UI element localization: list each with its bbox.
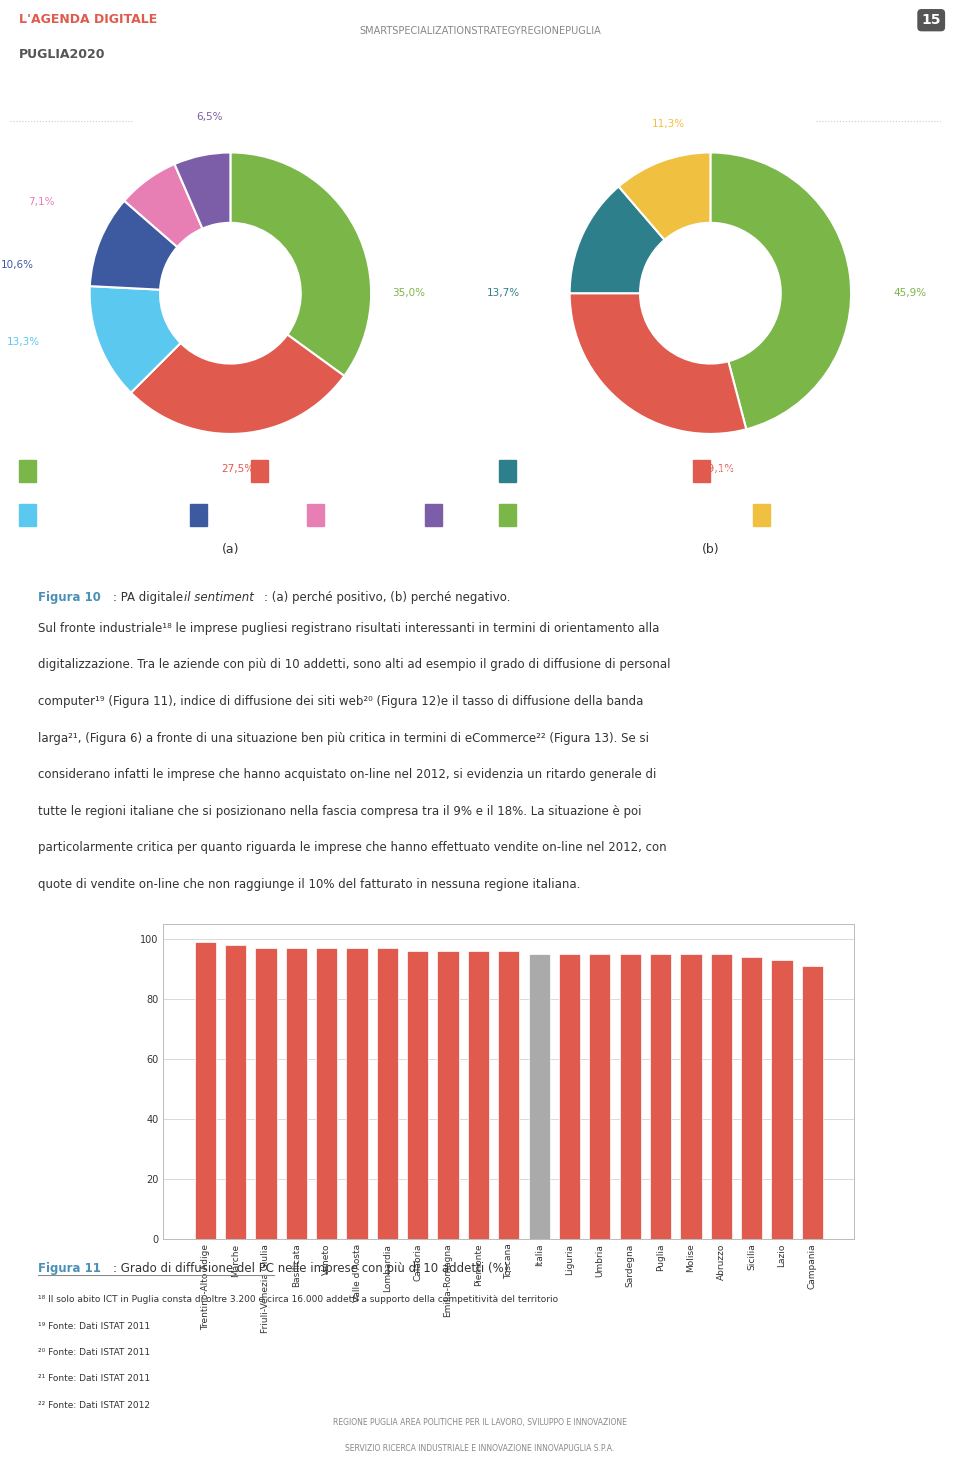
Text: : Grado di diffusione del PC nelle imprese con più di 10 addetti (%).: : Grado di diffusione del PC nelle impre…: [113, 1262, 513, 1274]
Text: 35,0%: 35,0%: [393, 289, 425, 298]
Text: 13,3%: 13,3%: [8, 337, 40, 347]
Bar: [772, 960, 793, 1239]
Text: Vantaggi economici: Vantaggi economici: [40, 509, 116, 517]
Text: 7,1%: 7,1%: [28, 196, 55, 207]
Text: digitalizzazione. Tra le aziende con più di 10 addetti, sono alti ad esempio il : digitalizzazione. Tra le aziende con più…: [38, 658, 671, 671]
Bar: [347, 947, 368, 1239]
Bar: [529, 953, 550, 1239]
Wedge shape: [569, 186, 664, 293]
Text: ¹⁹ Fonte: Dati ISTAT 2011: ¹⁹ Fonte: Dati ISTAT 2011: [38, 1322, 151, 1331]
Bar: [190, 504, 206, 526]
Wedge shape: [89, 286, 180, 393]
Bar: [307, 504, 324, 526]
Bar: [19, 460, 36, 482]
Text: Lavoro: Lavoro: [445, 509, 471, 517]
Text: Mancanza di una super-agenzia: Mancanza di una super-agenzia: [775, 509, 897, 517]
Text: quote di vendite on-line che non raggiunge il 10% del fatturato in nessuna regio: quote di vendite on-line che non raggiun…: [38, 878, 581, 891]
Text: Trasparenza: Trasparenza: [328, 509, 375, 517]
Bar: [438, 950, 459, 1239]
Text: Ritardi nella digitalizzazione: Ritardi nella digitalizzazione: [714, 465, 823, 474]
Text: L'AGENDA DIGITALE: L'AGENDA DIGITALE: [19, 13, 157, 26]
Text: Semplificazione: Semplificazione: [272, 465, 332, 474]
Text: (b): (b): [702, 544, 719, 556]
Bar: [498, 950, 519, 1239]
Text: Figura 11: Figura 11: [38, 1262, 101, 1274]
Text: considerano infatti le imprese che hanno acquistato on-line nel 2012, si evidenz: considerano infatti le imprese che hanno…: [38, 768, 657, 781]
Text: SMARTSPECIALIZATIONSTRATEGYREGIONEPUGLIA: SMARTSPECIALIZATIONSTRATEGYREGIONEPUGLIA: [359, 26, 601, 35]
Wedge shape: [175, 152, 230, 229]
Text: (a): (a): [222, 544, 239, 556]
Text: PUGLIA2020: PUGLIA2020: [19, 48, 106, 62]
Text: 29,1%: 29,1%: [701, 465, 734, 474]
Bar: [19, 504, 36, 526]
Text: : PA digitale: : PA digitale: [113, 591, 187, 604]
Text: Figura 10: Figura 10: [38, 591, 101, 604]
Text: Timori della digitalizzazione: Timori della digitalizzazione: [520, 509, 628, 517]
Bar: [468, 950, 489, 1239]
Text: Scarse infrastrutture: Scarse infrastrutture: [520, 465, 600, 474]
Text: tutte le regioni italiane che si posizionano nella fascia compresa tra il 9% e i: tutte le regioni italiane che si posizio…: [38, 805, 642, 818]
Wedge shape: [131, 334, 345, 434]
Text: SERVIZIO RICERCA INDUSTRIALE E INNOVAZIONE INNOVAPUGLIA S.P.A.: SERVIZIO RICERCA INDUSTRIALE E INNOVAZIO…: [346, 1444, 614, 1453]
Text: computer¹⁹ (Figura 11), indice di diffusione dei siti web²⁰ (Figura 12)e il tass: computer¹⁹ (Figura 11), indice di diffus…: [38, 695, 644, 708]
Wedge shape: [569, 293, 746, 434]
Text: 27,5%: 27,5%: [221, 465, 254, 474]
Text: 6,5%: 6,5%: [196, 113, 223, 122]
Bar: [619, 953, 641, 1239]
Bar: [559, 953, 580, 1239]
Bar: [251, 460, 268, 482]
Text: ¹⁸ Il solo abito ICT in Puglia consta di oltre 3.200 e circa 16.000 addetti a su: ¹⁸ Il solo abito ICT in Puglia consta di…: [38, 1296, 559, 1305]
Text: Sul fronte industriale¹⁸ le imprese pugliesi registrano risultati interessanti i: Sul fronte industriale¹⁸ le imprese pugl…: [38, 622, 660, 635]
Text: 11,3%: 11,3%: [652, 119, 684, 129]
Text: larga²¹, (Figura 6) a fronte di una situazione ben più critica in termini di eCo: larga²¹, (Figura 6) a fronte di una situ…: [38, 732, 649, 745]
Text: Sforzi di digitalizzazione: Sforzi di digitalizzazione: [40, 465, 134, 474]
Bar: [316, 947, 337, 1239]
Bar: [741, 957, 762, 1239]
Wedge shape: [710, 152, 852, 430]
Bar: [710, 953, 732, 1239]
Bar: [424, 504, 442, 526]
Text: : (a) perché positivo, (b) perché negativo.: : (a) perché positivo, (b) perché negati…: [264, 591, 510, 604]
Bar: [195, 941, 216, 1239]
Wedge shape: [124, 164, 203, 246]
Bar: [499, 460, 516, 482]
Text: Innovazione: Innovazione: [211, 509, 257, 517]
Bar: [499, 504, 516, 526]
Text: REGIONE PUGLIA AREA POLITICHE PER IL LAVORO, SVILUPPO E INNOVAZIONE: REGIONE PUGLIA AREA POLITICHE PER IL LAV…: [333, 1418, 627, 1426]
Text: ²⁰ Fonte: Dati ISTAT 2011: ²⁰ Fonte: Dati ISTAT 2011: [38, 1349, 151, 1358]
Wedge shape: [90, 201, 178, 290]
Wedge shape: [618, 152, 710, 240]
Bar: [693, 460, 709, 482]
Text: ²¹ Fonte: Dati ISTAT 2011: ²¹ Fonte: Dati ISTAT 2011: [38, 1375, 151, 1384]
Bar: [376, 947, 398, 1239]
Text: ²² Fonte: Dati ISTAT 2012: ²² Fonte: Dati ISTAT 2012: [38, 1401, 151, 1410]
Bar: [650, 953, 671, 1239]
Text: particolarmente critica per quanto riguarda le imprese che hanno effettuato vend: particolarmente critica per quanto rigua…: [38, 841, 667, 855]
Text: 45,9%: 45,9%: [894, 289, 926, 298]
Bar: [681, 953, 702, 1239]
Text: il sentiment: il sentiment: [184, 591, 254, 604]
Bar: [802, 966, 823, 1239]
Bar: [286, 947, 307, 1239]
Bar: [255, 947, 276, 1239]
Text: 10,6%: 10,6%: [0, 259, 34, 270]
Bar: [225, 944, 246, 1239]
Wedge shape: [230, 152, 372, 375]
Text: 13,7%: 13,7%: [488, 289, 520, 298]
Bar: [754, 504, 770, 526]
Bar: [589, 953, 611, 1239]
Text: 15: 15: [922, 13, 941, 28]
Bar: [407, 950, 428, 1239]
